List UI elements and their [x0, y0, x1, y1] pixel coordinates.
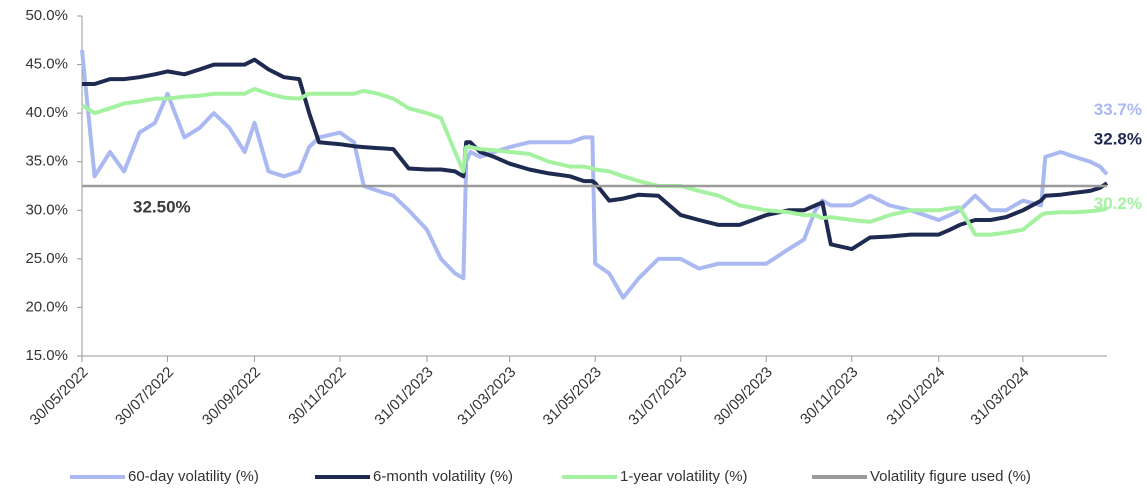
- x-tick-label: 31/05/2023: [540, 364, 605, 429]
- series-line: [80, 49, 1109, 300]
- x-tick-label: 30/11/2023: [797, 364, 861, 428]
- x-tick-label: 31/01/2023: [371, 364, 436, 429]
- y-tick-label: 40.0%: [25, 104, 68, 121]
- legend-label: 60-day volatility (%): [128, 468, 259, 485]
- y-tick-label: 15.0%: [25, 347, 68, 364]
- x-tick-label: 31/07/2023: [625, 364, 690, 429]
- y-tick-label: 45.0%: [25, 56, 68, 73]
- legend-label: Volatility figure used (%): [870, 468, 1031, 485]
- x-tick-label: 30/09/2022: [199, 364, 264, 429]
- end-label: 33.7%: [1094, 100, 1142, 119]
- x-tick-label: 30/07/2022: [112, 364, 177, 429]
- x-tick-label: 31/03/2024: [967, 364, 1032, 429]
- x-tick-label: 31/01/2024: [883, 364, 948, 429]
- y-tick-label: 50.0%: [25, 7, 68, 24]
- x-tick-label: 30/11/2022: [285, 364, 349, 428]
- x-tick-label: 30/09/2023: [711, 364, 776, 429]
- x-tick-label: 31/03/2023: [454, 364, 519, 429]
- y-tick-label: 30.0%: [25, 201, 68, 218]
- series-line: [82, 57, 1109, 252]
- end-label: 30.2%: [1094, 194, 1142, 213]
- x-tick-label: 30/05/2022: [27, 364, 92, 429]
- legend-label: 1-year volatility (%): [620, 468, 748, 485]
- y-tick-label: 35.0%: [25, 153, 68, 170]
- y-tick-label: 25.0%: [25, 250, 68, 267]
- y-tick-label: 20.0%: [25, 298, 68, 315]
- end-label: 32.8%: [1094, 130, 1142, 149]
- series-line: [80, 86, 1108, 237]
- reference-label: 32.50%: [133, 197, 191, 216]
- legend-label: 6-month volatility (%): [373, 468, 513, 485]
